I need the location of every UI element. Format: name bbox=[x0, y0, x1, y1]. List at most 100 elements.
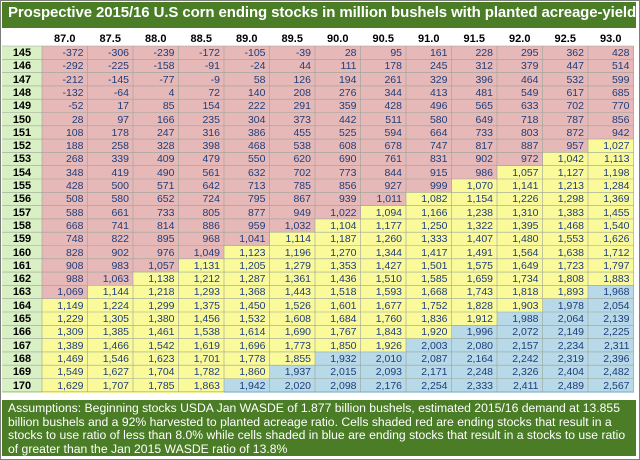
table-cell: -77 bbox=[133, 72, 179, 87]
table-cell: 379 bbox=[497, 59, 543, 74]
table-cell: 1,213 bbox=[542, 179, 588, 193]
table-cell: 817 bbox=[451, 139, 497, 154]
column-header: 87.0 bbox=[54, 33, 76, 45]
table-cell: 999 bbox=[406, 179, 452, 193]
table-cell: 490 bbox=[133, 165, 179, 180]
row-header: 160 bbox=[2, 245, 42, 260]
table-cell: 1,198 bbox=[588, 165, 634, 180]
table-cell: 652 bbox=[133, 192, 179, 207]
table-cell: 2,171 bbox=[406, 365, 452, 380]
table-cell: 1,638 bbox=[542, 245, 588, 260]
table-cell: 1,427 bbox=[360, 258, 406, 273]
table-cell: 608 bbox=[315, 139, 361, 154]
table-cell: 312 bbox=[451, 59, 497, 74]
table-cell: 344 bbox=[360, 85, 406, 100]
table-cell: 2,242 bbox=[497, 351, 543, 366]
table-cell: 642 bbox=[178, 179, 224, 193]
table-cell: 2,157 bbox=[497, 338, 543, 353]
row-header: 165 bbox=[2, 312, 42, 326]
table-cell: 761 bbox=[360, 152, 406, 167]
table-cell: 245 bbox=[406, 59, 452, 74]
table-cell: 2,319 bbox=[542, 351, 588, 366]
table-cell: 178 bbox=[87, 125, 133, 140]
table-cell: 1,127 bbox=[542, 165, 588, 180]
table-cell: 1,094 bbox=[360, 205, 406, 220]
table-cell: 1,540 bbox=[588, 218, 634, 233]
table-cell: 72 bbox=[178, 85, 224, 100]
table-cell: 1,022 bbox=[315, 205, 361, 220]
table-cell: 549 bbox=[497, 85, 543, 100]
table-cell: -64 bbox=[87, 85, 133, 100]
title-bar bbox=[2, 2, 636, 28]
table-cell: -24 bbox=[224, 59, 270, 74]
table-cell: 661 bbox=[87, 205, 133, 220]
table-cell: 1,623 bbox=[133, 351, 179, 366]
table-cell: 2,311 bbox=[588, 338, 634, 353]
table-cell: 268 bbox=[42, 152, 88, 167]
table-cell: 1,344 bbox=[360, 245, 406, 260]
table-cell: 1,920 bbox=[406, 325, 452, 340]
table-cell: 690 bbox=[315, 152, 361, 167]
table-cell: 664 bbox=[406, 125, 452, 140]
table-cell: 748 bbox=[42, 232, 88, 247]
table-cell: 1,212 bbox=[178, 272, 224, 287]
table-cell: 1,978 bbox=[542, 298, 588, 313]
table-cell: 1,778 bbox=[224, 351, 270, 366]
table-cell: 1,070 bbox=[451, 179, 497, 193]
table-cell: 1,701 bbox=[178, 351, 224, 366]
chart-title: Prospective 2015/16 U.S corn ending stoc… bbox=[8, 4, 637, 21]
table-cell: 1,166 bbox=[406, 205, 452, 220]
table-cell: 1,057 bbox=[497, 165, 543, 180]
table-cell: 1,843 bbox=[360, 325, 406, 340]
table-cell: 895 bbox=[133, 232, 179, 247]
table-cell: 235 bbox=[178, 112, 224, 127]
table-cell: 1,469 bbox=[42, 351, 88, 366]
table-cell: 1,369 bbox=[588, 192, 634, 207]
column-header: 89.0 bbox=[236, 33, 258, 45]
table-cell: 1,196 bbox=[269, 245, 315, 260]
table-cell: 1,333 bbox=[406, 232, 452, 247]
row-header: 147 bbox=[2, 72, 42, 87]
table-cell: 1,903 bbox=[497, 298, 543, 313]
column-header: 90.5 bbox=[372, 33, 394, 45]
table-cell: 228 bbox=[451, 46, 497, 60]
table-cell: 1,690 bbox=[269, 325, 315, 340]
table-cell: 1,144 bbox=[87, 285, 133, 300]
table-cell: -225 bbox=[87, 59, 133, 74]
table-cell: 649 bbox=[451, 112, 497, 127]
table-cell: 1,668 bbox=[406, 285, 452, 300]
table-cell: 140 bbox=[224, 85, 270, 100]
row-header: 148 bbox=[2, 85, 42, 100]
table-cell: 479 bbox=[178, 152, 224, 167]
table-cell: 2,254 bbox=[406, 378, 452, 393]
table-cell: 1,614 bbox=[224, 325, 270, 340]
table-cell: 464 bbox=[497, 72, 543, 87]
table-cell: 1,785 bbox=[133, 378, 179, 393]
table-cell: 713 bbox=[224, 179, 270, 193]
table-cell: 447 bbox=[542, 59, 588, 74]
table-cell: 902 bbox=[451, 152, 497, 167]
table-cell: 856 bbox=[588, 112, 634, 127]
table-cell: 1,564 bbox=[497, 245, 543, 260]
table-cell: 571 bbox=[133, 179, 179, 193]
table-cell: 814 bbox=[133, 218, 179, 233]
table-cell: 733 bbox=[451, 125, 497, 140]
column-header: 91.5 bbox=[463, 33, 485, 45]
table-cell: 1,553 bbox=[542, 232, 588, 247]
table-cell: 2,225 bbox=[588, 325, 634, 340]
table-cell: 1,238 bbox=[451, 205, 497, 220]
table-cell: 1,063 bbox=[87, 272, 133, 287]
table-cell: 770 bbox=[588, 99, 634, 114]
table-cell: 1,704 bbox=[133, 365, 179, 380]
row-header: 163 bbox=[2, 285, 42, 300]
table-cell: 258 bbox=[87, 139, 133, 154]
table-cell: 514 bbox=[588, 59, 634, 74]
table-cell: 178 bbox=[360, 59, 406, 74]
table-cell: 2,080 bbox=[451, 338, 497, 353]
table-cell: 1,585 bbox=[406, 272, 452, 287]
table-cell: 1,797 bbox=[588, 258, 634, 273]
table-cell: 959 bbox=[224, 218, 270, 233]
table-cell: 362 bbox=[542, 46, 588, 60]
table-cell: 617 bbox=[542, 85, 588, 100]
table-cell: 2,176 bbox=[360, 378, 406, 393]
